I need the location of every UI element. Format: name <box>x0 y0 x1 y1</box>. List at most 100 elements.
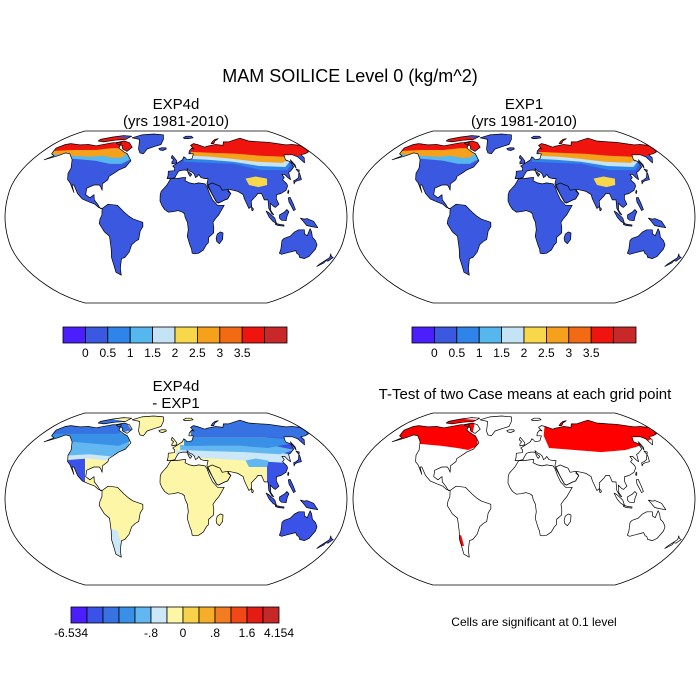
coastline-south-america <box>98 203 144 276</box>
colorbar-swatch <box>86 606 104 624</box>
coastline-africa <box>159 459 225 537</box>
coastline-north-america <box>43 142 132 209</box>
colorbar-tick-label: -6.534 <box>54 626 88 640</box>
coastline-australia <box>627 228 666 259</box>
colorbar-swatch <box>174 326 198 344</box>
coastline-arabia-link <box>207 182 232 204</box>
value-region <box>183 437 302 448</box>
coastlines <box>43 415 334 558</box>
colorbar-swatch <box>501 326 525 344</box>
colorbar-swatch <box>262 606 280 624</box>
figure-title: MAM SOILICE Level 0 (kg/m^2) <box>222 66 478 86</box>
coastline-novaya-zemlya <box>558 138 567 144</box>
colorbar-tick-label: 2.5 <box>189 346 206 360</box>
coastline-iceland <box>158 429 167 433</box>
colorbar-swatch <box>219 326 243 344</box>
coastline-japan <box>293 168 302 185</box>
coastline-madagascar <box>215 231 224 245</box>
colorbar-swatch <box>85 326 109 344</box>
panel-exp1: EXP1 (yrs 1981-2010) <box>352 96 696 304</box>
coastline-new-guinea <box>648 217 667 229</box>
coastline-borneo <box>279 491 290 504</box>
coastline-arctic-islands <box>97 417 133 425</box>
colorbar-tick-label: 2 <box>172 346 179 360</box>
ocean-background <box>353 413 695 585</box>
colorbar-tick-label: 1 <box>127 346 134 360</box>
map-border <box>4 130 348 304</box>
coastline-philippines <box>635 478 644 493</box>
coastline-sri-lanka <box>599 488 602 493</box>
coastline-greenland <box>131 415 164 437</box>
coastline-java <box>275 505 285 509</box>
coastline-java <box>623 223 633 227</box>
coastline-philippines <box>287 478 296 493</box>
coastlines <box>391 133 682 276</box>
coastline-australia <box>279 510 318 541</box>
panel-title: EXP1 <box>505 96 543 113</box>
coastline-south-america <box>446 203 492 276</box>
colorbar-swatch <box>230 606 248 624</box>
colorbar-tick-label: 1.5 <box>493 346 510 360</box>
coastline-madagascar <box>563 231 572 245</box>
colorbar-swatch <box>568 326 592 344</box>
panel-subtitle: - EXP1 <box>152 395 200 412</box>
coastline-iceland <box>158 147 167 151</box>
colorbar-tick-label: 1.6 <box>239 626 256 640</box>
coastline-novaya-zemlya <box>210 420 219 426</box>
coastline-sri-lanka <box>251 488 254 493</box>
ocean-background <box>5 131 347 303</box>
panel-title: T-Test of two Case means at each grid po… <box>379 386 672 403</box>
coastline-africa <box>507 459 573 537</box>
colorbar-swatch <box>411 326 435 344</box>
coastline-sakhalin <box>289 441 297 451</box>
coastline-new-guinea <box>648 499 667 511</box>
colorbar-swatch <box>198 606 216 624</box>
colorbar-swatch <box>523 326 547 344</box>
coastline-baffin <box>463 140 481 152</box>
ocean-background <box>353 131 695 303</box>
colorbar-swatch <box>590 326 615 344</box>
colorbar-swatch <box>264 326 288 344</box>
panel-difference: EXP4d - EXP1 <box>4 378 348 586</box>
colorbar-swatch <box>152 326 176 344</box>
map-ttest <box>352 412 696 586</box>
colorbar-tick-label: 4.154 <box>264 626 294 640</box>
coastline-sri-lanka <box>599 206 602 211</box>
coastline-philippines <box>287 196 296 211</box>
coastline-sakhalin <box>637 159 645 169</box>
colorbar-swatch <box>150 606 168 624</box>
value-region <box>245 176 268 188</box>
colorbar-tick-label: 2.5 <box>538 346 555 360</box>
colorbar-swatch <box>62 326 86 344</box>
colorbar-tick-label: 3 <box>565 346 572 360</box>
coastline-new-zealand <box>316 535 334 549</box>
coastline-arabia-link <box>207 464 232 486</box>
coastline-arctic-islands <box>445 417 481 425</box>
value-region <box>183 157 292 171</box>
colorbar-swatch <box>246 606 264 624</box>
coastline-africa <box>159 177 225 255</box>
map-border <box>352 412 696 586</box>
colorbar-swatch <box>241 326 265 344</box>
coastline-madagascar <box>563 513 572 527</box>
coastline-south-america <box>446 485 492 558</box>
colorbar-swatch <box>129 326 153 344</box>
coastline-eurasia <box>166 419 309 498</box>
colorbar-swatch <box>433 326 458 344</box>
coastline-java <box>275 223 285 227</box>
value-region <box>245 458 269 467</box>
colorbar-tick-label: .8 <box>210 626 220 640</box>
coastline-uk <box>518 436 526 447</box>
coastline-new-zealand <box>316 253 334 267</box>
colorbar-swatch <box>478 326 503 344</box>
colorbar-tick-label: 1.5 <box>144 346 161 360</box>
colorbar-swatch <box>546 326 570 344</box>
coastline-new-zealand <box>664 253 682 267</box>
colorbar-swatch <box>70 606 88 624</box>
panel-subtitle: (yrs 1981-2010) <box>471 113 577 130</box>
coastline-arctic-islands <box>97 135 133 143</box>
colorbar-tick-label: -.8 <box>144 626 158 640</box>
coastline-sri-lanka <box>251 206 254 211</box>
coastlines <box>43 133 334 276</box>
